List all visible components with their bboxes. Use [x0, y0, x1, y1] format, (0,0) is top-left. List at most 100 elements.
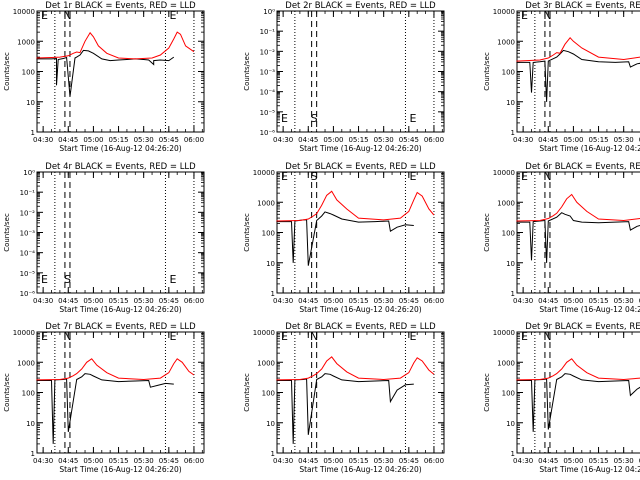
panel-title: Det 7r BLACK = Events, RED = LLD [45, 322, 196, 332]
panel-det-4r: Det 4r BLACK = Events, RED = LLD 10⁻⁶ 10⁻⁵… [3, 162, 205, 314]
interval-marker-label: E [409, 330, 416, 343]
interval-marker-label: S [311, 170, 318, 183]
panel-title: Det 1r BLACK = Events, RED = LLD [45, 1, 196, 11]
x-tick-label: 04:45 [298, 457, 318, 465]
panel-title: Det 4r BLACK = Events, RED = LLD [45, 162, 196, 172]
series-lld [36, 358, 195, 381]
y-tick-label: 1 [511, 290, 515, 298]
x-tick-label: 04:30 [33, 136, 53, 144]
y-tick-label: 10⁻³ [260, 69, 276, 77]
series-events [276, 373, 414, 444]
y-tick-label: 1000 [497, 359, 515, 367]
y-tick-label: 1 [511, 129, 515, 137]
y-axis-label: Counts/sec [483, 52, 491, 91]
panel-det-8r: Det 8r BLACK = Events, RED = LLD 1 10 100 10… [243, 322, 445, 474]
interval-marker-label: N [310, 330, 318, 343]
y-axis-label: Counts/sec [483, 213, 491, 252]
y-axis-label: Counts/sec [243, 52, 251, 91]
x-tick-label: 05:30 [374, 136, 394, 144]
interval-marker-label: E [41, 9, 48, 22]
series-events [516, 49, 640, 102]
y-tick-label: 10⁰ [23, 169, 35, 177]
series-events [36, 49, 175, 97]
x-tick-label: 05:30 [614, 297, 634, 305]
interval-marker-label: E [169, 9, 176, 22]
x-tick-label: 05:30 [374, 457, 394, 465]
x-tick-label: 06:00 [424, 136, 444, 144]
y-tick-label: 10 [506, 420, 515, 428]
y-axis-label: Counts/sec [3, 52, 11, 91]
y-tick-label: 1000 [17, 359, 35, 367]
x-tick-label: 05:30 [134, 457, 154, 465]
y-axis-label: Counts/sec [3, 373, 11, 412]
y-tick-label: 10⁻⁵ [260, 109, 276, 117]
series-lld [516, 193, 640, 222]
y-tick-label: 1000 [17, 38, 35, 46]
x-tick-label: 05:45 [399, 457, 419, 465]
x-tick-label: 04:45 [298, 136, 318, 144]
x-tick-label: 05:00 [563, 457, 583, 465]
x-axis-label: Start Time (16-Aug-12 04:26:20) [299, 465, 421, 474]
x-tick-label: 06:00 [184, 136, 204, 144]
y-tick-label: 10 [266, 420, 275, 428]
x-tick-label: 05:45 [399, 136, 419, 144]
y-tick-label: 10 [266, 260, 275, 268]
series-lld [516, 358, 640, 381]
panel-title: Det 9r BLACK = Events, RED = LLD [525, 322, 640, 332]
y-tick-label: 100 [262, 390, 275, 398]
y-tick-label: 10⁻¹ [260, 28, 276, 36]
y-tick-label: 1 [271, 290, 275, 298]
y-tick-label: 10000 [493, 329, 515, 337]
x-tick-label: 05:30 [614, 136, 634, 144]
y-tick-label: 10000 [493, 169, 515, 177]
interval-marker-label: E [169, 273, 176, 286]
y-tick-label: 10⁻⁵ [20, 270, 36, 278]
plot-frame [516, 10, 640, 133]
x-tick-label: 04:45 [58, 136, 78, 144]
y-axis-label: Counts/sec [483, 373, 491, 412]
y-tick-label: 10000 [493, 8, 515, 16]
panel-det-2r: Det 2r BLACK = Events, RED = LLD 10⁻⁶ 10⁻⁵… [243, 1, 445, 153]
interval-marker-label: E [41, 273, 48, 286]
y-tick-label: 10⁻² [20, 209, 36, 217]
y-tick-label: 1000 [257, 199, 275, 207]
plot-frame [36, 331, 205, 454]
x-tick-label: 04:30 [513, 297, 533, 305]
x-tick-label: 06:00 [424, 297, 444, 305]
x-axis-label: Start Time (16-Aug-12 04:26:20) [59, 465, 181, 474]
x-tick-label: 05:45 [159, 297, 179, 305]
interval-marker-label: N [543, 9, 551, 22]
plot-frame [276, 10, 445, 133]
x-axis-label: Start Time (16-Aug-12 04:26:20) [539, 144, 640, 153]
x-tick-label: 05:30 [614, 457, 634, 465]
interval-marker-label: N [63, 9, 71, 22]
x-tick-label: 05:45 [159, 136, 179, 144]
series-events [516, 212, 640, 263]
interval-marker-label: E [281, 170, 288, 183]
interval-marker-label: E [281, 112, 288, 125]
series-lld [516, 37, 640, 62]
x-tick-label: 05:30 [374, 297, 394, 305]
series-events [36, 373, 174, 444]
y-tick-label: 10⁻¹ [20, 189, 36, 197]
x-tick-label: 04:45 [538, 136, 558, 144]
x-tick-label: 05:00 [563, 297, 583, 305]
panel-title: Det 3r BLACK = Events, RED = LLD [525, 1, 640, 11]
y-tick-label: 100 [502, 69, 515, 77]
y-tick-label: 10000 [253, 329, 275, 337]
series-lld [276, 356, 435, 381]
panel-det-7r: Det 7r BLACK = Events, RED = LLD 1 10 100 10… [3, 322, 205, 474]
y-tick-label: 100 [502, 230, 515, 238]
panel-det-3r: Det 3r BLACK = Events, RED = LLD 1 10 100 10… [483, 1, 640, 153]
interval-marker-label: N [543, 170, 551, 183]
series-events [276, 211, 414, 266]
x-tick-label: 04:45 [58, 297, 78, 305]
x-tick-label: 05:00 [323, 136, 343, 144]
y-tick-label: 10000 [13, 329, 35, 337]
y-tick-label: 10⁻⁴ [20, 250, 36, 258]
y-tick-label: 10000 [13, 8, 35, 16]
x-tick-label: 05:15 [108, 457, 128, 465]
interval-marker-label: S [311, 112, 318, 125]
y-tick-label: 10 [26, 99, 35, 107]
y-tick-label: 1000 [257, 359, 275, 367]
